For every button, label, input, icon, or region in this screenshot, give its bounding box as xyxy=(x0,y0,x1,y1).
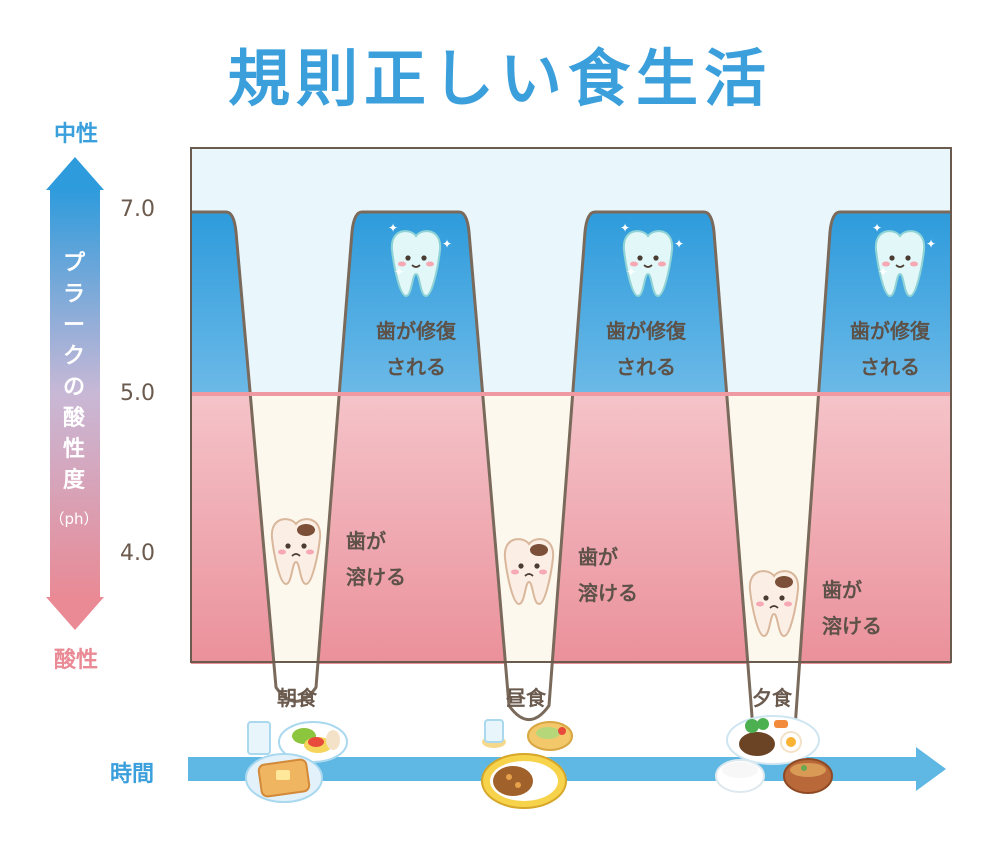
decayed-tooth-icon xyxy=(270,518,322,586)
y-axis-label: プラークの酸性度 xyxy=(62,251,85,493)
neutral-label: 中性 xyxy=(53,122,98,147)
dissolve-text-line1: 歯が xyxy=(578,545,618,569)
curve-fill-acidic xyxy=(191,394,951,664)
dissolve-text-line2: 溶ける xyxy=(578,581,638,605)
decayed-tooth-icon xyxy=(503,538,555,606)
acidity-arrow xyxy=(46,157,104,630)
meal-label-lunch: 昼食 xyxy=(506,686,546,710)
sparkle-icon: ✦ xyxy=(442,237,452,251)
sparkle-icon: ✦ xyxy=(878,265,888,279)
page-title: 規則正しい食生活 xyxy=(227,42,772,115)
sparkle-icon: ✦ xyxy=(674,237,684,251)
dinner-illustration xyxy=(715,715,833,794)
dissolve-text-line2: 溶ける xyxy=(822,614,882,638)
curve-fill-neutral xyxy=(191,212,951,394)
breakfast-illustration xyxy=(245,721,348,803)
repair-text: 歯が修復 される xyxy=(586,313,706,385)
repair-text: 歯が修復 される xyxy=(830,313,950,385)
repair-text-line2: される xyxy=(386,355,446,379)
repair-text-line2: される xyxy=(860,355,920,379)
dissolve-text: 歯が 溶ける xyxy=(822,572,882,644)
acidic-label: 酸性 xyxy=(53,648,98,673)
dissolve-text: 歯が 溶ける xyxy=(346,523,406,595)
repair-text: 歯が修復 される xyxy=(356,313,476,385)
sparkle-icon: ✦ xyxy=(620,221,630,235)
meal-label-dinner: 夕食 xyxy=(752,686,792,710)
healthy-tooth-icon: ✦ ✦ ✦ xyxy=(872,221,936,298)
sparkle-icon: ✦ xyxy=(872,221,882,235)
healthy-tooth-icon: ✦ ✦ ✦ xyxy=(388,221,452,298)
meal-label-breakfast: 朝食 xyxy=(277,686,317,710)
tick-label-7: 7.0 xyxy=(120,197,155,222)
sparkle-icon: ✦ xyxy=(626,265,636,279)
tick-label-4: 4.0 xyxy=(120,541,155,566)
healthy-tooth-icon: ✦ ✦ ✦ xyxy=(620,221,684,298)
sparkle-icon: ✦ xyxy=(394,265,404,279)
repair-text-line1: 歯が修復 xyxy=(850,319,930,343)
lunch-illustration xyxy=(481,719,573,809)
dissolve-text: 歯が 溶ける xyxy=(578,539,638,611)
tick-label-5: 5.0 xyxy=(120,381,155,406)
y-axis-unit: （ph） xyxy=(49,510,99,528)
sparkle-icon: ✦ xyxy=(926,237,936,251)
chart-frame xyxy=(190,147,952,663)
sparkle-icon: ✦ xyxy=(388,221,398,235)
repair-text-line1: 歯が修復 xyxy=(606,319,686,343)
dissolve-text-line2: 溶ける xyxy=(346,565,406,589)
time-label: 時間 xyxy=(110,762,155,787)
dissolve-text-line1: 歯が xyxy=(822,578,862,602)
dissolve-text-line1: 歯が xyxy=(346,529,386,553)
decayed-tooth-icon xyxy=(748,570,800,638)
repair-text-line1: 歯が修復 xyxy=(376,319,456,343)
repair-text-line2: される xyxy=(616,355,676,379)
